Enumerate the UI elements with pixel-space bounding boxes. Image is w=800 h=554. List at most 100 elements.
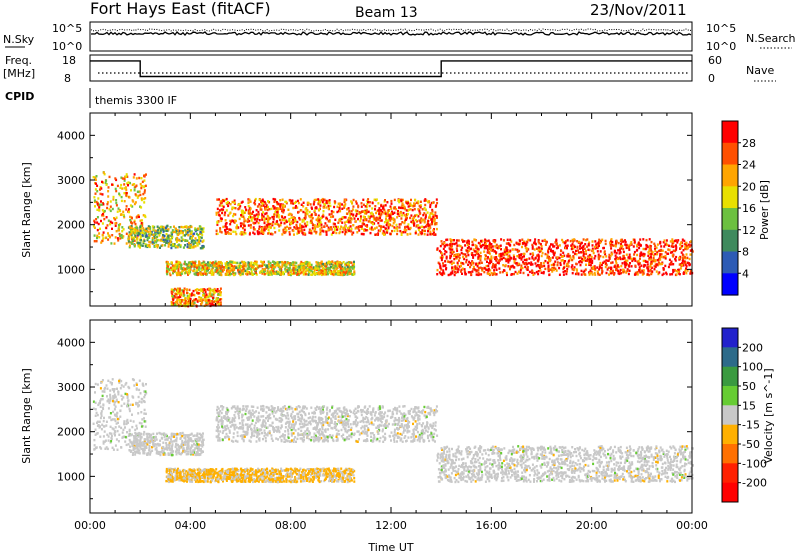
scatter-cell (96, 234, 99, 237)
scatter-cell (648, 273, 651, 277)
scatter-cell (476, 250, 479, 253)
scatter-cell (462, 255, 465, 259)
scatter-cell (551, 243, 554, 246)
scatter-cell (232, 266, 235, 270)
scatter-cell (152, 228, 155, 231)
scatter-cell (406, 233, 409, 236)
scatter-cell (366, 209, 368, 212)
scatter-cell (97, 424, 100, 427)
scatter-cell (211, 266, 214, 269)
scatter-cell (263, 217, 266, 220)
scatter-cell (274, 266, 277, 269)
scatter-cell (146, 237, 149, 240)
scatter-cell (130, 236, 133, 239)
scatter-cell (282, 209, 285, 212)
scatter-cell (375, 211, 378, 215)
scatter-cell (678, 258, 681, 261)
scatter-cell (505, 242, 508, 245)
scatter-cell (423, 221, 426, 224)
scatter-cell (309, 221, 312, 224)
scatter-cell (355, 226, 358, 229)
scatter-cell (173, 225, 175, 228)
scatter-cell (303, 271, 306, 274)
scatter-cell (207, 264, 210, 268)
scatter-cell (479, 259, 482, 262)
scatter-cell (559, 263, 562, 266)
scatter-cell (324, 222, 327, 225)
scatter-cell (111, 418, 114, 421)
scatter-cell (158, 234, 161, 237)
scatter-cell (409, 232, 412, 236)
scatter-cell (226, 265, 229, 269)
scatter-cell (391, 229, 393, 233)
scatter-cell (367, 201, 370, 204)
noise-left-tick-bottom: 10^0 (52, 40, 82, 53)
scatter-cell (238, 217, 241, 221)
scatter-cell (199, 231, 202, 234)
scatter-cell (164, 244, 167, 247)
scatter-cell (332, 225, 335, 228)
scatter-cell (537, 257, 540, 260)
scatter-cell (242, 233, 245, 236)
scatter-cell (222, 208, 225, 211)
scatter-cell (257, 213, 260, 216)
scatter-cell (363, 210, 366, 214)
scatter-cell (151, 237, 154, 240)
scatter-cell (290, 216, 293, 219)
scatter-cell (121, 187, 124, 190)
scatter-cell (431, 210, 434, 213)
scatter-cell (398, 200, 401, 204)
scatter-cell (583, 247, 586, 250)
scatter-cell (271, 268, 274, 271)
scatter-cell (349, 217, 352, 220)
scatter-cell (511, 264, 514, 268)
scatter-cell (181, 231, 184, 234)
scatter-cell (499, 255, 502, 258)
scatter-cell (418, 210, 421, 213)
scatter-cell (339, 273, 342, 277)
scatter-cell (165, 225, 168, 228)
scatter-cell (622, 270, 625, 274)
scatter-cell (108, 401, 111, 405)
scatter-cell (249, 272, 252, 275)
scatter-cell (672, 263, 675, 266)
scatter-cell (341, 230, 344, 234)
scatter-cell (477, 272, 480, 275)
scatter-cell (640, 271, 643, 274)
scatter-cell (479, 256, 482, 260)
scatter-cell (399, 229, 402, 233)
scatter-cell (301, 231, 304, 235)
scatter-cell (471, 240, 474, 244)
scatter-cell (357, 204, 360, 207)
scatter-cell (233, 265, 236, 268)
scatter-cell (588, 262, 590, 265)
scatter-cell (562, 255, 565, 258)
scatter-cell (159, 231, 161, 235)
scatter-cell (116, 184, 119, 188)
scatter-cell (333, 227, 336, 230)
scatter-cell (100, 200, 102, 203)
scatter-cell (339, 210, 342, 213)
scatter-cell (651, 251, 654, 254)
scatter-cell (215, 289, 217, 293)
scatter-cell (429, 205, 432, 209)
scatter-cell (315, 267, 318, 270)
scatter-cell (348, 272, 351, 276)
scatter-cell (302, 205, 305, 208)
scatter-cell (409, 226, 412, 230)
scatter-cell (502, 264, 505, 267)
scatter-cell (322, 213, 325, 216)
scatter-cell (267, 232, 270, 235)
scatter-cell (248, 216, 250, 219)
scatter-cell (499, 244, 502, 247)
scatter-cell (628, 269, 631, 272)
scatter-cell (131, 205, 134, 208)
scatter-cell (212, 273, 215, 276)
scatter-cell (224, 225, 227, 228)
scatter-cell (284, 267, 287, 271)
scatter-cell (267, 228, 270, 232)
scatter-cell (307, 264, 310, 267)
scatter-cell (255, 273, 258, 276)
scatter-cell (140, 206, 143, 209)
